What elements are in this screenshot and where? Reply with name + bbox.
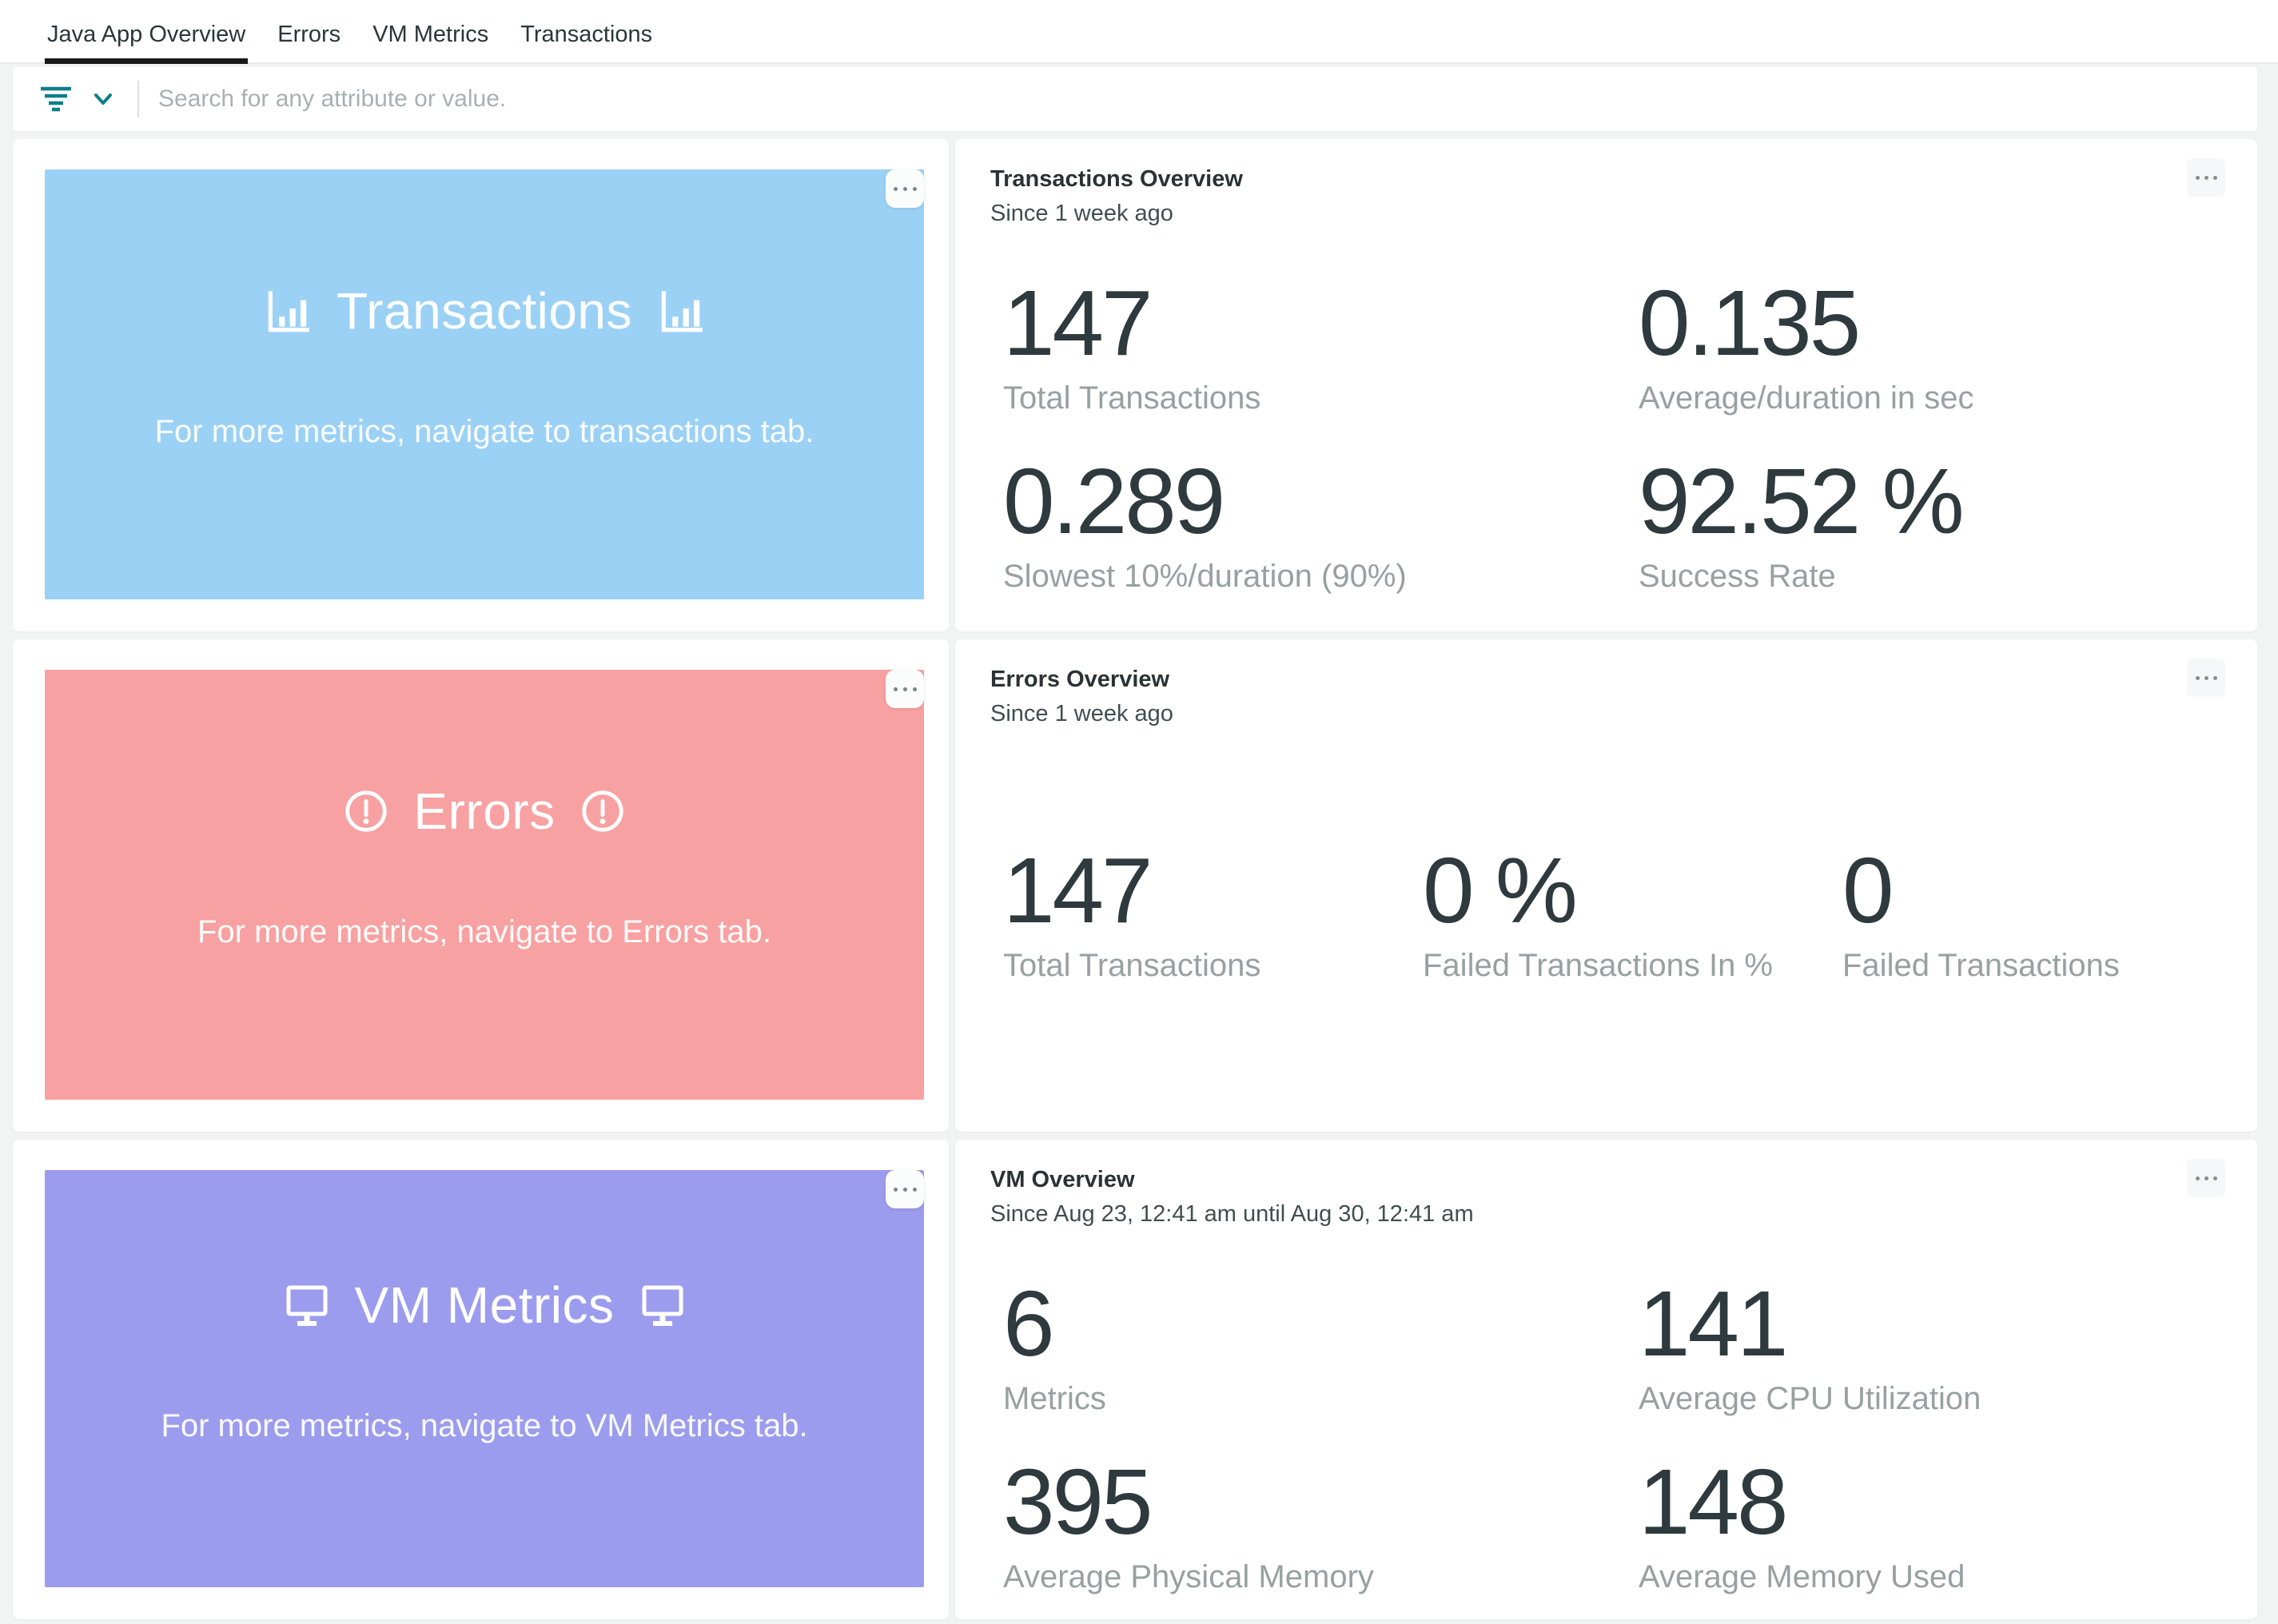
metric-success-rate: 92.52 % Success Rate xyxy=(1639,448,1965,594)
metric-slowest-duration: 0.289 Slowest 10%/duration (90%) xyxy=(1003,448,1407,594)
search-input[interactable] xyxy=(139,86,2257,113)
vm-billboard-panel: VM Metrics For more metrics, navigate to… xyxy=(13,1140,949,1619)
more-options-button[interactable] xyxy=(886,169,924,208)
vm-billboard: VM Metrics For more metrics, navigate to… xyxy=(45,1170,924,1587)
more-options-button[interactable] xyxy=(2187,158,2225,197)
tab-transactions[interactable]: Transactions xyxy=(520,22,653,47)
metric-average-memory-used: 148 Average Memory Used xyxy=(1639,1449,1965,1594)
billboard-title-text: Errors xyxy=(413,782,556,840)
monitor-icon xyxy=(637,1280,688,1331)
billboard-message: For more metrics, navigate to Errors tab… xyxy=(197,914,771,949)
bar-chart-icon xyxy=(261,285,314,337)
chevron-down-icon xyxy=(88,84,118,114)
errors-billboard-panel: Errors For more metrics, navigate to Err… xyxy=(13,639,949,1132)
transactions-billboard-panel: Transactions For more metrics, navigate … xyxy=(13,139,949,631)
billboard-title: Errors xyxy=(341,782,627,841)
metric-average-duration: 0.135 Average/duration in sec xyxy=(1639,271,1974,416)
errors-overview-panel: Errors Overview Since 1 week ago 147 Tot… xyxy=(955,639,2257,1132)
monitor-icon xyxy=(281,1280,333,1331)
more-options-button[interactable] xyxy=(2187,659,2225,697)
panel-title: VM Overview xyxy=(990,1167,1135,1192)
filter-funnel-icon xyxy=(38,84,74,114)
more-options-button[interactable] xyxy=(2187,1159,2225,1197)
transactions-billboard: Transactions For more metrics, navigate … xyxy=(45,169,924,599)
panel-subtitle: Since Aug 23, 12:41 am until Aug 30, 12:… xyxy=(990,1201,1474,1227)
metric-metrics-count: 6 Metrics xyxy=(1003,1272,1106,1416)
tab-bar: Java App Overview Errors VM Metrics Tran… xyxy=(0,0,2278,64)
tab-errors[interactable]: Errors xyxy=(277,22,341,47)
billboard-title: Transactions xyxy=(261,281,707,340)
metric-average-physical-memory: 395 Average Physical Memory xyxy=(1003,1449,1374,1594)
vm-overview-panel: VM Overview Since Aug 23, 12:41 am until… xyxy=(955,1140,2257,1619)
row-errors: Errors For more metrics, navigate to Err… xyxy=(13,639,2257,1132)
panel-subtitle: Since 1 week ago xyxy=(990,701,1173,726)
search-bar xyxy=(13,67,2257,131)
row-vm-metrics: VM Metrics For more metrics, navigate to… xyxy=(13,1140,2257,1619)
transactions-overview-panel: Transactions Overview Since 1 week ago 1… xyxy=(955,139,2257,631)
alert-circle-icon xyxy=(578,786,627,836)
bar-chart-icon xyxy=(655,285,707,337)
metric-failed-transactions-percent: 0 % Failed Transactions In % xyxy=(1423,838,1773,983)
metric-total-transactions: 147 Total Transactions xyxy=(1003,838,1261,983)
billboard-message: For more metrics, navigate to transactio… xyxy=(154,413,814,449)
metrics-row: 147 Total Transactions 0 % Failed Transa… xyxy=(990,838,2222,984)
panel-title: Transactions Overview xyxy=(990,166,1243,192)
more-options-button[interactable] xyxy=(886,670,924,708)
tab-java-app-overview[interactable]: Java App Overview xyxy=(45,0,249,64)
metric-failed-transactions: 0 Failed Transactions xyxy=(1842,838,2120,983)
alert-circle-icon xyxy=(341,786,391,836)
billboard-title-text: VM Metrics xyxy=(354,1276,615,1334)
errors-billboard: Errors For more metrics, navigate to Err… xyxy=(45,670,924,1100)
billboard-message: For more metrics, navigate to VM Metrics… xyxy=(161,1407,808,1443)
metric-average-cpu: 141 Average CPU Utilization xyxy=(1639,1272,1981,1416)
row-transactions: Transactions For more metrics, navigate … xyxy=(13,139,2257,631)
tab-vm-metrics[interactable]: VM Metrics xyxy=(372,22,489,47)
metrics-grid: 6 Metrics 141 Average CPU Utilization 39… xyxy=(990,1272,2222,1595)
filter-dropdown-button[interactable] xyxy=(13,84,137,114)
panel-title: Errors Overview xyxy=(990,667,1170,692)
billboard-title-text: Transactions xyxy=(337,281,632,340)
search-divider xyxy=(137,81,139,117)
billboard-title: VM Metrics xyxy=(281,1276,688,1335)
metric-total-transactions: 147 Total Transactions xyxy=(1003,271,1261,416)
more-options-button[interactable] xyxy=(886,1170,924,1208)
panel-subtitle: Since 1 week ago xyxy=(990,201,1173,226)
metrics-grid: 147 Total Transactions 0.135 Average/dur… xyxy=(990,271,2222,595)
